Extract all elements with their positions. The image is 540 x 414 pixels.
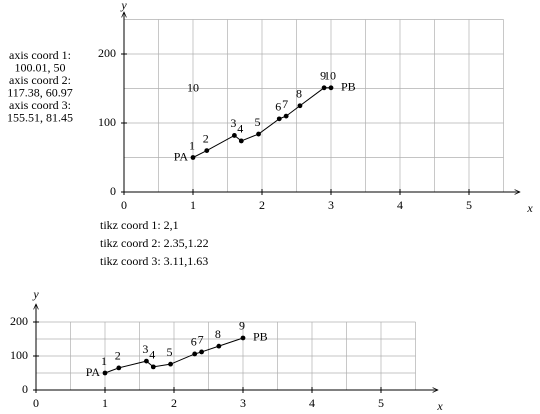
point-label: 7 bbox=[198, 333, 204, 347]
start-label: PA bbox=[174, 149, 189, 163]
data-point bbox=[190, 155, 196, 160]
data-point bbox=[199, 349, 205, 355]
annotation: 10 bbox=[187, 80, 199, 94]
x-axis-label: x bbox=[436, 399, 443, 413]
data-point bbox=[168, 361, 173, 367]
data-point bbox=[321, 85, 327, 91]
data-point bbox=[144, 358, 149, 364]
end-label: PB bbox=[253, 330, 268, 344]
y-axis-label: y bbox=[32, 287, 39, 301]
data-point bbox=[150, 364, 156, 370]
point-label: 1 bbox=[101, 354, 107, 368]
x-tick-label: 5 bbox=[466, 198, 472, 212]
axis-coord-text: 155.51, 81.45 bbox=[7, 110, 73, 124]
data-point bbox=[204, 148, 210, 154]
data-point bbox=[102, 370, 108, 376]
data-point bbox=[297, 103, 303, 109]
point-label: 4 bbox=[149, 348, 155, 362]
point-label: 7 bbox=[282, 97, 288, 111]
axis-coord-text: axis coord 3: bbox=[9, 98, 71, 112]
point-label: 8 bbox=[296, 87, 302, 101]
x-tick-label: 1 bbox=[102, 396, 108, 410]
data-point bbox=[232, 133, 237, 138]
x-tick-label: 4 bbox=[397, 198, 403, 212]
start-label: PA bbox=[86, 365, 101, 379]
data-point bbox=[116, 365, 122, 371]
tikz-coord-text: tikz coord 1: 2,1 bbox=[100, 218, 179, 232]
point-label: 5 bbox=[167, 345, 173, 359]
axis-coord-text: 100.01, 50 bbox=[15, 60, 66, 74]
x-tick-label: 4 bbox=[309, 396, 315, 410]
x-tick-label: 2 bbox=[259, 198, 265, 212]
point-label: 1 bbox=[189, 138, 195, 152]
data-point bbox=[216, 343, 222, 349]
y-tick-label: 0 bbox=[110, 184, 116, 198]
axis-coord-text: axis coord 1: bbox=[9, 48, 71, 62]
x-tick-label: 0 bbox=[33, 396, 39, 410]
x-tick-label: 3 bbox=[328, 198, 334, 212]
data-point bbox=[238, 138, 244, 144]
point-label: 9 bbox=[320, 69, 326, 83]
x-tick-label: 1 bbox=[190, 198, 196, 212]
point-label: 6 bbox=[191, 335, 197, 349]
data-point bbox=[283, 113, 289, 119]
tikz-coord-text: tikz coord 3: 3.11,1.63 bbox=[100, 254, 208, 268]
data-point bbox=[256, 131, 261, 137]
y-axis-label: y bbox=[120, 0, 127, 12]
data-line bbox=[192, 87, 331, 158]
y-tick-label: 200 bbox=[10, 314, 28, 328]
axis-coord-text: 117.38, 60.97 bbox=[7, 85, 73, 99]
data-point bbox=[192, 351, 198, 357]
point-label: 6 bbox=[275, 100, 281, 114]
end-label: PB bbox=[341, 80, 356, 94]
point-label: 2 bbox=[115, 349, 121, 363]
point-label: 3 bbox=[142, 342, 148, 356]
point-label: 9 bbox=[239, 319, 245, 333]
point-label: 8 bbox=[215, 327, 221, 341]
x-tick-label: 5 bbox=[378, 396, 384, 410]
y-tick-label: 100 bbox=[98, 115, 116, 129]
x-tick-label: 0 bbox=[121, 198, 127, 212]
data-point bbox=[276, 116, 282, 122]
y-tick-label: 200 bbox=[98, 46, 116, 60]
point-label: 4 bbox=[237, 122, 243, 136]
point-label: 3 bbox=[230, 116, 236, 130]
point-label: 5 bbox=[255, 115, 261, 129]
x-tick-label: 3 bbox=[240, 396, 246, 410]
point-label: 2 bbox=[203, 131, 209, 145]
data-point bbox=[240, 335, 246, 341]
y-tick-label: 0 bbox=[22, 382, 28, 396]
y-tick-label: 100 bbox=[10, 348, 28, 362]
tikz-coord-text: tikz coord 2: 2.35,1.22 bbox=[100, 236, 209, 250]
data-point bbox=[328, 85, 334, 91]
x-axis-label: x bbox=[526, 201, 533, 215]
x-tick-label: 2 bbox=[171, 396, 177, 410]
point-label: 10 bbox=[324, 69, 336, 83]
axis-coord-text: axis coord 2: bbox=[9, 73, 71, 87]
